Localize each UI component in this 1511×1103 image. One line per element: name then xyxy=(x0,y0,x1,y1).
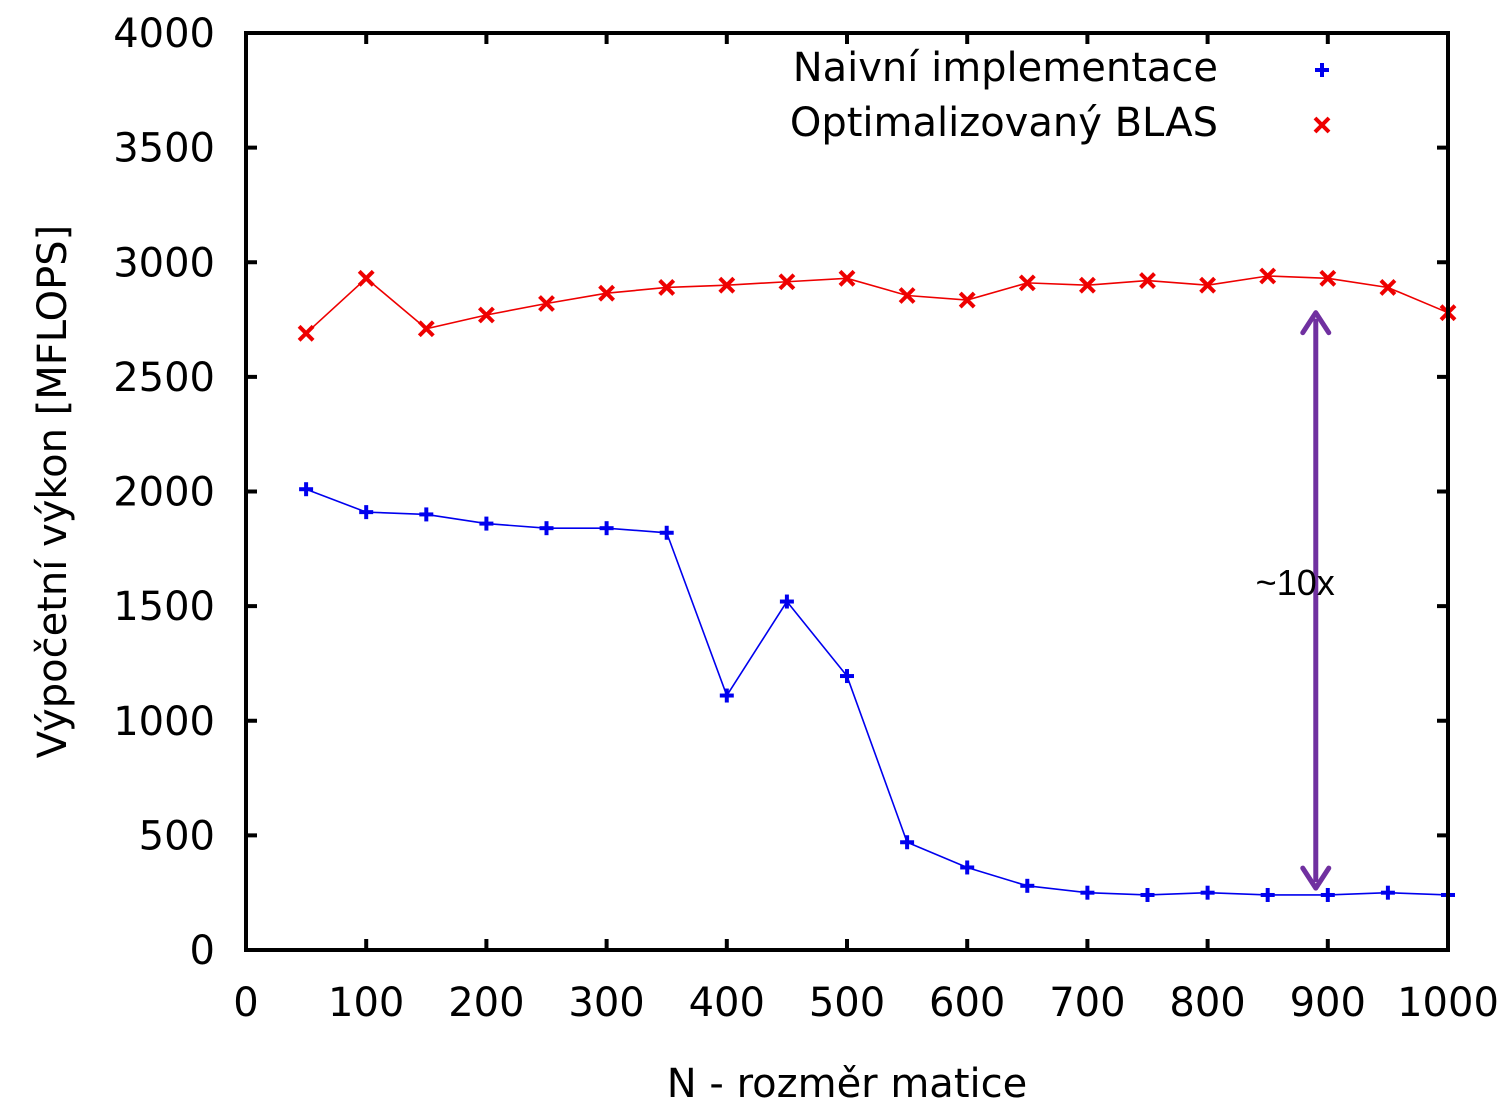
data-point-naive xyxy=(1260,887,1275,902)
data-point-blas xyxy=(297,324,315,342)
data-point-naive xyxy=(479,516,494,531)
data-point-blas xyxy=(658,279,676,296)
x-tick-label: 500 xyxy=(809,980,885,1026)
data-point-naive xyxy=(900,835,915,850)
marker-stroke xyxy=(1259,267,1277,285)
marker-stroke xyxy=(778,273,796,291)
annotation-arrowhead-top xyxy=(1300,310,1332,336)
marker-stroke xyxy=(958,291,976,309)
data-point-blas xyxy=(357,269,375,287)
marker-stroke xyxy=(357,269,375,287)
data-point-blas xyxy=(1139,272,1156,290)
data-point-blas xyxy=(417,320,435,338)
data-point-naive xyxy=(719,688,734,703)
x-axis-title: N - rozměr matice xyxy=(667,1061,1027,1103)
data-point-naive xyxy=(599,521,614,536)
data-point-naive xyxy=(1080,885,1095,900)
x-tick-label: 300 xyxy=(568,980,644,1026)
legend: Naivní implementace Optimalizovaný BLAS xyxy=(790,45,1331,146)
y-tick-label: 4000 xyxy=(113,11,215,57)
data-point-blas xyxy=(1259,267,1277,285)
x-tick-label: 900 xyxy=(1290,980,1366,1026)
marker-stroke xyxy=(1379,279,1397,296)
marker-stroke xyxy=(1319,269,1337,287)
marker-stroke xyxy=(718,276,736,294)
data-point-blas xyxy=(898,287,916,304)
data-point-naive xyxy=(960,860,975,875)
data-point-naive xyxy=(1320,887,1335,902)
series-line-blas xyxy=(305,275,1449,334)
data-point-blas xyxy=(598,284,616,302)
data-point-blas xyxy=(1379,279,1397,296)
legend-label-blas: Optimalizovaný BLAS xyxy=(790,100,1218,146)
y-tick-label: 3500 xyxy=(113,126,215,172)
data-point-blas xyxy=(778,273,796,291)
data-point-naive xyxy=(1380,885,1395,900)
annotation-arrowhead-bottom xyxy=(1300,865,1332,891)
marker-stroke xyxy=(898,287,916,304)
marker-stroke xyxy=(1078,276,1096,294)
data-point-blas xyxy=(1018,274,1036,292)
y-tick-label: 500 xyxy=(139,813,215,859)
data-point-naive xyxy=(359,505,374,520)
x-tick-label: 1000 xyxy=(1397,980,1499,1026)
marker-stroke xyxy=(477,306,495,324)
data-point-naive xyxy=(1200,885,1215,900)
legend-marker-naive xyxy=(1315,63,1329,77)
data-point-naive xyxy=(539,521,554,536)
series-line-naive xyxy=(305,488,1449,896)
x-tick-label: 0 xyxy=(233,980,258,1026)
marker-stroke xyxy=(598,284,616,302)
y-tick-label: 2000 xyxy=(113,470,215,516)
y-axis-title: Výpočetní výkon [MFLOPS] xyxy=(30,225,76,759)
x-tick-label: 700 xyxy=(1049,980,1125,1026)
x-tick-label: 400 xyxy=(689,980,765,1026)
y-tick-label: 1500 xyxy=(113,584,215,630)
legend-marker-blas xyxy=(1313,116,1331,134)
data-point-naive xyxy=(840,669,854,684)
marker-stroke xyxy=(538,295,555,312)
data-point-naive xyxy=(779,594,794,609)
data-point-naive xyxy=(299,482,314,497)
y-tick-label: 3000 xyxy=(113,240,215,286)
y-tick-label: 1000 xyxy=(113,699,215,745)
data-point-blas xyxy=(718,276,736,294)
data-point-naive xyxy=(419,507,434,522)
x-tick-label: 800 xyxy=(1169,980,1245,1026)
annotation-layer: ~10x xyxy=(1256,310,1335,891)
series-layer xyxy=(297,267,1457,902)
marker-stroke xyxy=(1139,272,1156,290)
marker-stroke xyxy=(838,269,856,287)
marker-stroke xyxy=(297,324,315,342)
marker-stroke xyxy=(417,320,435,338)
data-point-blas xyxy=(1078,276,1096,294)
marker-stroke xyxy=(1199,276,1217,294)
x-tick-label: 600 xyxy=(929,980,1005,1026)
plot-frame xyxy=(244,31,1450,952)
marker-stroke xyxy=(658,279,676,296)
data-point-blas xyxy=(1319,269,1337,287)
data-point-blas xyxy=(958,291,976,309)
marker-stroke xyxy=(1018,274,1036,292)
data-point-blas xyxy=(838,269,856,287)
ticks-layer: 0 100 200 300 400 500 600 700 800 900 1000 0 500 1000… xyxy=(113,11,1499,1026)
data-point-blas xyxy=(1199,276,1217,294)
legend-label-naive: Naivní implementace xyxy=(793,45,1218,91)
data-point-naive xyxy=(659,525,674,540)
y-tick-label: 2500 xyxy=(113,355,215,401)
data-point-blas xyxy=(538,295,555,312)
x-tick-label: 100 xyxy=(328,980,404,1026)
marker-stroke xyxy=(1313,116,1331,134)
data-point-naive xyxy=(1140,887,1155,902)
annotation-label: ~10x xyxy=(1256,562,1335,603)
data-point-blas xyxy=(477,306,495,324)
x-tick-label: 200 xyxy=(448,980,524,1026)
y-tick-label: 0 xyxy=(190,928,215,974)
data-point-naive xyxy=(1020,878,1035,893)
